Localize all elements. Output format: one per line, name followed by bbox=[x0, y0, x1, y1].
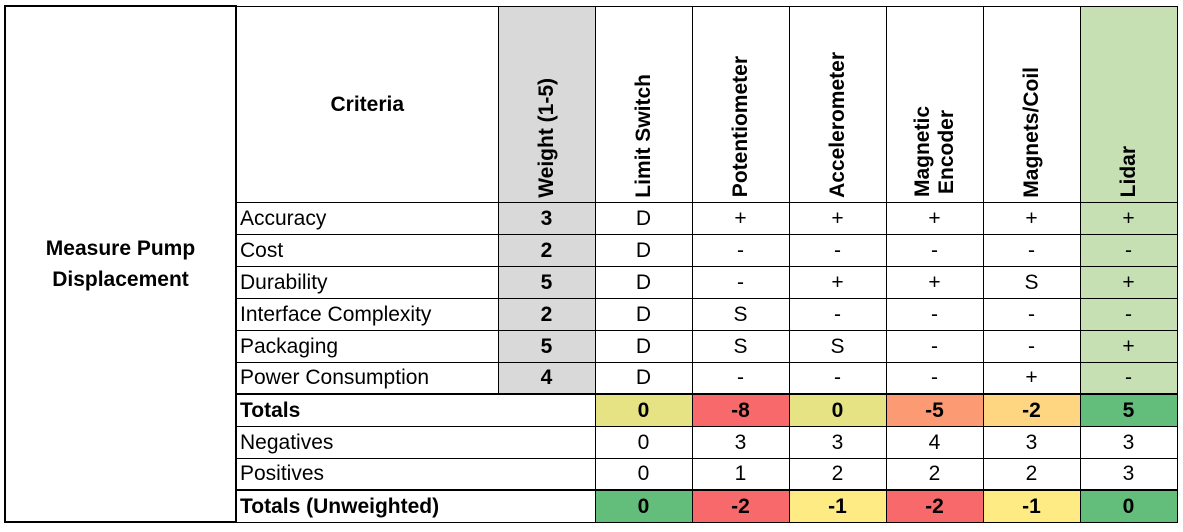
score-cell: - bbox=[885, 361, 984, 395]
score-cell: - bbox=[788, 361, 887, 395]
weight-value: 3 bbox=[497, 201, 596, 235]
score-cell: - bbox=[982, 233, 1081, 267]
score-cell: D bbox=[594, 297, 693, 331]
score-cell: + bbox=[885, 201, 984, 235]
score-cell: S bbox=[691, 297, 790, 331]
criterion-label: Power Consumption bbox=[235, 361, 499, 395]
option-header-accelerometer: Accelerometer bbox=[788, 5, 887, 203]
weight-value: 4 bbox=[497, 361, 596, 395]
negatives-row-value: 3 bbox=[1079, 425, 1178, 459]
option-header-magnetic-encoder: Magnetic Encoder bbox=[885, 5, 984, 203]
criteria-header: Criteria bbox=[235, 5, 499, 203]
negatives-row-value: 0 bbox=[594, 425, 693, 459]
score-cell: - bbox=[982, 297, 1081, 331]
totals-row-value: 5 bbox=[1079, 393, 1178, 427]
totals-unweighted-row-value: 0 bbox=[594, 489, 693, 523]
score-cell: D bbox=[594, 265, 693, 299]
criterion-label: Interface Complexity bbox=[235, 297, 499, 331]
totals-row: Totals 0 -8 0 -5 -2 5 bbox=[5, 393, 1178, 427]
criterion-row: Packaging 5 D S S - - + bbox=[5, 329, 1178, 363]
score-cell: S bbox=[982, 265, 1081, 299]
positives-row-value: 1 bbox=[691, 457, 790, 491]
totals-unweighted-row-value: -2 bbox=[885, 489, 984, 523]
score-cell: + bbox=[788, 265, 887, 299]
task-label: Measure Pump Displacement bbox=[4, 5, 237, 523]
totals-row-value: 0 bbox=[594, 393, 693, 427]
option-header-lidar: Lidar bbox=[1079, 5, 1178, 203]
score-cell: D bbox=[594, 233, 693, 267]
weight-value: 5 bbox=[497, 265, 596, 299]
positives-row-value: 2 bbox=[788, 457, 887, 491]
score-cell: S bbox=[788, 329, 887, 363]
negatives-row-label: Negatives bbox=[235, 425, 596, 459]
score-cell: - bbox=[691, 265, 790, 299]
weight-header-text: Weight (1-5) bbox=[534, 77, 558, 198]
negatives-row-value: 3 bbox=[691, 425, 790, 459]
score-cell: - bbox=[1079, 233, 1178, 267]
score-cell: - bbox=[691, 361, 790, 395]
option-header-limit-switch: Limit Switch bbox=[594, 5, 693, 203]
option-header-potentiometer: Potentiometer bbox=[691, 5, 790, 203]
totals-unweighted-row-value: -1 bbox=[788, 489, 887, 523]
decision-matrix-table: Measure Pump Displacement Criteria Weigh… bbox=[4, 5, 1178, 523]
negatives-row-value: 3 bbox=[982, 425, 1081, 459]
totals-unweighted-row-value: 0 bbox=[1079, 489, 1178, 523]
positives-row-value: 3 bbox=[1079, 457, 1178, 491]
score-cell: - bbox=[788, 233, 887, 267]
score-cell: - bbox=[788, 297, 887, 331]
positives-row-value: 2 bbox=[885, 457, 984, 491]
totals-unweighted-row: Totals (Unweighted) 0 -2 -1 -2 -1 0 bbox=[5, 489, 1178, 523]
score-cell: - bbox=[691, 233, 790, 267]
criterion-label: Accuracy bbox=[235, 201, 499, 235]
totals-unweighted-row-value: -1 bbox=[982, 489, 1081, 523]
totals-row-value: 0 bbox=[788, 393, 887, 427]
totals-row-label: Totals bbox=[235, 393, 596, 427]
criterion-label: Packaging bbox=[235, 329, 499, 363]
score-cell: D bbox=[594, 201, 693, 235]
criterion-label: Cost bbox=[235, 233, 499, 267]
negatives-row-value: 4 bbox=[885, 425, 984, 459]
option-header-magnets-coil: Magnets/Coil bbox=[982, 5, 1081, 203]
header-row: Measure Pump Displacement Criteria Weigh… bbox=[4, 5, 1178, 523]
positives-row-value: 0 bbox=[594, 457, 693, 491]
score-cell: + bbox=[691, 201, 790, 235]
positives-row-value: 2 bbox=[982, 457, 1081, 491]
score-cell: S bbox=[691, 329, 790, 363]
criterion-row: Interface Complexity 2 D S - - - - bbox=[5, 297, 1178, 331]
negatives-row: Negatives 0 3 3 4 3 3 bbox=[5, 425, 1178, 459]
criterion-row: Accuracy 3 D + + + + + bbox=[5, 201, 1178, 235]
totals-row-value: -8 bbox=[691, 393, 790, 427]
totals-unweighted-row-value: -2 bbox=[691, 489, 790, 523]
score-cell: + bbox=[982, 361, 1081, 395]
weight-header: Weight (1-5) bbox=[497, 5, 596, 203]
score-cell: + bbox=[1079, 201, 1178, 235]
score-cell: + bbox=[788, 201, 887, 235]
matrix-body: Measure Pump Displacement Criteria Weigh… bbox=[4, 5, 1178, 523]
weight-value: 5 bbox=[497, 329, 596, 363]
score-cell: + bbox=[885, 265, 984, 299]
score-cell: - bbox=[885, 233, 984, 267]
score-cell: - bbox=[982, 329, 1081, 363]
score-cell: - bbox=[885, 329, 984, 363]
criterion-row: Power Consumption 4 D - - - + - bbox=[5, 361, 1178, 395]
score-cell: + bbox=[982, 201, 1081, 235]
score-cell: - bbox=[1079, 361, 1178, 395]
score-cell: - bbox=[1079, 297, 1178, 331]
totals-unweighted-row-label: Totals (Unweighted) bbox=[235, 489, 596, 523]
score-cell: - bbox=[885, 297, 984, 331]
totals-row-value: -5 bbox=[885, 393, 984, 427]
criterion-label: Durability bbox=[235, 265, 499, 299]
positives-row-label: Positives bbox=[235, 457, 596, 491]
totals-row-value: -2 bbox=[982, 393, 1081, 427]
weight-value: 2 bbox=[497, 233, 596, 267]
score-cell: D bbox=[594, 361, 693, 395]
score-cell: + bbox=[1079, 329, 1178, 363]
positives-row: Positives 0 1 2 2 2 3 bbox=[5, 457, 1178, 491]
negatives-row-value: 3 bbox=[788, 425, 887, 459]
weight-value: 2 bbox=[497, 297, 596, 331]
score-cell: + bbox=[1079, 265, 1178, 299]
score-cell: D bbox=[594, 329, 693, 363]
